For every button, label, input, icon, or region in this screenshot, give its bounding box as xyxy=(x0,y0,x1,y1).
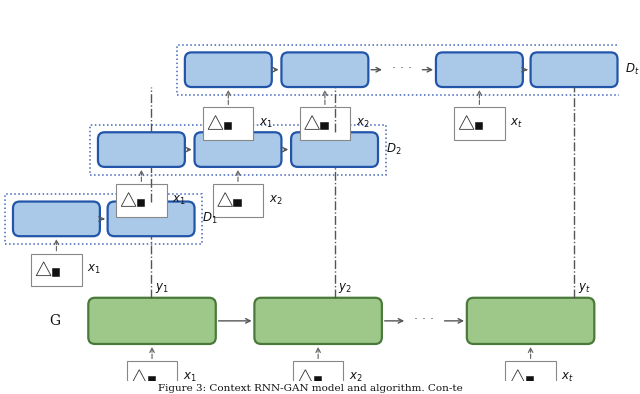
Bar xyxy=(224,122,231,129)
Bar xyxy=(300,107,350,140)
Bar xyxy=(321,122,328,129)
Text: $D_1$: $D_1$ xyxy=(202,211,218,227)
Text: $x_2$: $x_2$ xyxy=(269,194,283,207)
FancyBboxPatch shape xyxy=(88,298,216,344)
Text: $x_t$: $x_t$ xyxy=(561,371,574,384)
FancyBboxPatch shape xyxy=(185,52,272,87)
Bar xyxy=(454,107,504,140)
Text: $x_1$: $x_1$ xyxy=(183,371,196,384)
Bar xyxy=(234,199,241,206)
Text: $x_t$: $x_t$ xyxy=(510,117,523,130)
Bar xyxy=(177,45,625,95)
Text: · · ·: · · · xyxy=(414,313,435,326)
Bar xyxy=(127,361,177,394)
Text: $y_2$: $y_2$ xyxy=(339,281,352,295)
FancyBboxPatch shape xyxy=(98,132,185,167)
Bar xyxy=(506,361,556,394)
Text: $y_1$: $y_1$ xyxy=(155,281,169,295)
Text: $x_2$: $x_2$ xyxy=(349,371,363,384)
Text: $x_2$: $x_2$ xyxy=(356,117,369,130)
Bar xyxy=(116,184,166,217)
FancyBboxPatch shape xyxy=(467,298,595,344)
FancyBboxPatch shape xyxy=(282,52,369,87)
Text: $D_t$: $D_t$ xyxy=(625,62,640,77)
Text: $x_1$: $x_1$ xyxy=(87,263,101,277)
Text: $D_2$: $D_2$ xyxy=(386,142,401,157)
FancyBboxPatch shape xyxy=(531,52,618,87)
Bar xyxy=(137,199,144,206)
Text: $x_1$: $x_1$ xyxy=(172,194,186,207)
Text: · · ·: · · · xyxy=(392,62,412,75)
Text: Figure 3: Context RNN-GAN model and algorithm. Con-te: Figure 3: Context RNN-GAN model and algo… xyxy=(158,385,463,393)
Bar xyxy=(314,376,321,383)
Bar xyxy=(90,125,386,175)
FancyBboxPatch shape xyxy=(291,132,378,167)
FancyBboxPatch shape xyxy=(195,132,282,167)
Text: $y_t$: $y_t$ xyxy=(578,281,591,295)
Text: $x_1$: $x_1$ xyxy=(259,117,273,130)
Bar xyxy=(52,268,60,276)
FancyBboxPatch shape xyxy=(254,298,382,344)
FancyBboxPatch shape xyxy=(436,52,523,87)
Bar xyxy=(204,107,253,140)
Bar xyxy=(213,184,263,217)
Bar xyxy=(293,361,343,394)
Bar xyxy=(31,253,81,286)
Bar xyxy=(526,376,533,383)
FancyBboxPatch shape xyxy=(13,202,100,236)
FancyBboxPatch shape xyxy=(108,202,195,236)
Bar xyxy=(147,376,155,383)
Bar xyxy=(5,194,202,244)
Bar xyxy=(475,122,482,129)
Text: G: G xyxy=(49,314,60,328)
